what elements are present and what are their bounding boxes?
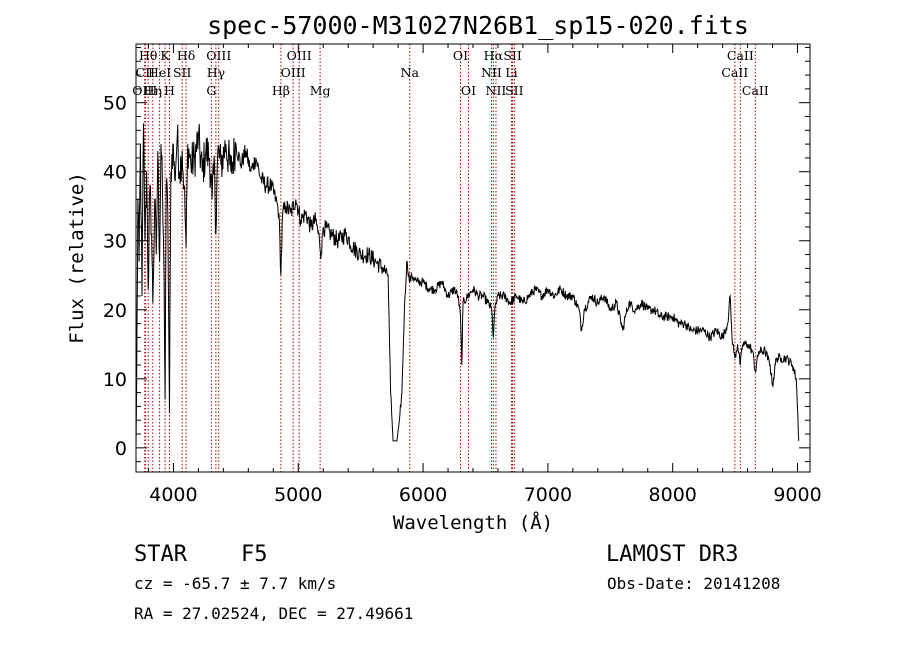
spectral-line-labels-layer: Hθ CII OIII K HeI Hη SII H Hδ OIII Hγ G OIII OIII Hβ Mg… <box>132 48 769 98</box>
redshift-value: cz = -65.7 ± 7.7 km/s <box>134 574 336 593</box>
spectral-line-label: OI <box>453 48 468 63</box>
x-tick-label: 4000 <box>149 484 197 506</box>
survey-name: LAMOST DR3 <box>606 542 738 567</box>
spectral-line-label: OIII <box>287 48 312 63</box>
y-tick-label: 10 <box>103 369 127 391</box>
spectral-line-label: NII <box>481 65 502 80</box>
x-tick-label: 8000 <box>649 484 697 506</box>
spectral-line-label: NII <box>486 83 507 98</box>
spectral-line-label: Na <box>401 65 420 80</box>
axis-ticks-layer: 4000 5000 6000 7000 8000 9000 0 10 20 30 40 50 <box>103 44 822 506</box>
spectral-line-label: Hβ <box>272 83 290 98</box>
spectral-line-label: Hγ <box>207 65 225 80</box>
spectral-line-label: G <box>206 83 216 98</box>
x-tick-label: 9000 <box>773 484 821 506</box>
spectral-line-label: SII <box>505 83 524 98</box>
spectral-line-label: K <box>160 48 170 63</box>
spectral-line-label: CaII <box>727 48 754 63</box>
spectral-line-label: HeI <box>148 65 171 80</box>
object-class: STAR <box>134 542 188 567</box>
spectrum-series-line <box>135 123 800 448</box>
x-axis-label: Wavelength (Å) <box>393 511 553 534</box>
spectral-line-label: CII <box>136 65 156 80</box>
spectral-lines-layer <box>144 44 756 472</box>
spectral-line-label: Hδ <box>177 48 195 63</box>
x-tick-label: 5000 <box>274 484 322 506</box>
spectral-line-label: Mg <box>310 83 331 98</box>
object-subclass: F5 <box>241 542 268 567</box>
x-tick-label: 6000 <box>399 484 447 506</box>
coordinates: RA = 27.02524, DEC = 27.49661 <box>134 604 413 623</box>
spectral-line-label: OIII <box>132 83 157 98</box>
spectral-line-label: Hη <box>144 83 162 98</box>
spectral-line-label: Hα <box>484 48 504 63</box>
observation-date: Obs-Date: 20141208 <box>607 574 780 593</box>
y-tick-label: 30 <box>103 231 127 253</box>
y-tick-label: 40 <box>103 162 127 184</box>
chart-title: spec-57000-M31027N26B1_sp15-020.fits <box>207 11 749 40</box>
spectral-line-label: H <box>164 83 175 98</box>
y-tick-label: 20 <box>103 300 127 322</box>
y-tick-label: 0 <box>115 438 127 460</box>
spectral-line-label: OIII <box>281 65 306 80</box>
plot-frame <box>135 43 811 473</box>
spectral-line-label: CaII <box>742 83 769 98</box>
spectral-line-label: Li <box>505 65 517 80</box>
y-tick-label: 50 <box>103 93 127 115</box>
spectral-line-label: SII <box>173 65 192 80</box>
x-tick-label: 7000 <box>524 484 572 506</box>
y-axis-label: Flux (relative) <box>66 172 88 344</box>
spectral-line-label: Hθ <box>139 48 157 63</box>
spectral-line-label: SII <box>503 48 522 63</box>
spectral-line-label: OI <box>461 83 476 98</box>
spectral-line-label: CaII <box>721 65 748 80</box>
spectral-line-label: OIII <box>206 48 231 63</box>
